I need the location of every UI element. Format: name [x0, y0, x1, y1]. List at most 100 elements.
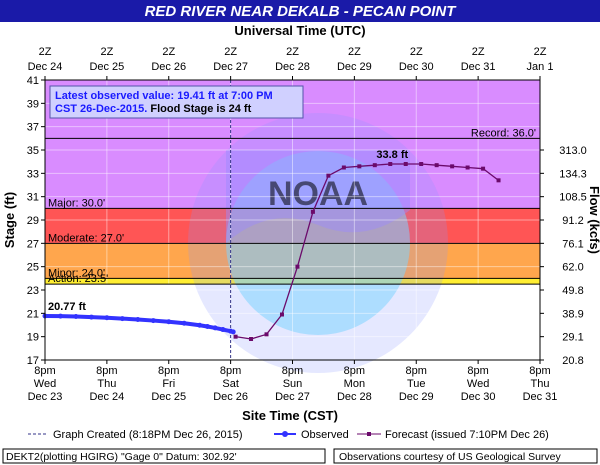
- y-tick-label: 23: [27, 285, 39, 297]
- x-tick-weekday: Wed: [467, 378, 489, 390]
- x-tick-time: 8pm: [96, 365, 117, 377]
- x-tick-weekday: Wed: [34, 378, 56, 390]
- top-tick-time: 2Z: [162, 46, 175, 58]
- x-tick-time: 8pm: [34, 365, 55, 377]
- x-tick-time: 8pm: [282, 365, 303, 377]
- x-tick-time: 8pm: [344, 365, 365, 377]
- data-series: 20.77 ft 33.8 ft: [42, 80, 501, 360]
- observed-point: [181, 320, 187, 326]
- forecast-point: [419, 162, 424, 166]
- legend-graph-created-label: Graph Created (8:18PM Dec 26, 2015): [53, 429, 243, 441]
- x-tick-weekday: Sat: [222, 378, 239, 390]
- top-tick-date: Dec 30: [399, 61, 434, 73]
- forecast-point: [388, 162, 393, 166]
- forecast-point: [372, 163, 377, 168]
- latest-observed-date: CST 26-Dec-2015.: [55, 103, 147, 115]
- x-tick-time: 8pm: [220, 365, 241, 377]
- forecast-point: [233, 334, 238, 339]
- top-tick-date: Dec 31: [461, 61, 496, 73]
- bottom-axis-title: Site Time (CST): [242, 408, 338, 423]
- legend: Graph Created (8:18PM Dec 26, 2015) Obse…: [28, 429, 549, 441]
- top-tick-time: 2Z: [39, 46, 52, 58]
- x-tick-weekday: Thu: [531, 378, 550, 390]
- flow-tick-label: 134.3: [559, 168, 587, 180]
- crest-label: 33.8 ft: [376, 149, 408, 161]
- top-tick-time: 2Z: [534, 46, 547, 58]
- top-tick-date: Dec 26: [151, 61, 186, 73]
- y-tick-label: 27: [27, 238, 39, 250]
- y-tick-label: 31: [27, 192, 39, 204]
- footer-datum-box: [2, 448, 326, 464]
- flow-tick-label: 91.2: [562, 215, 583, 227]
- x-tick-date: Dec 28: [337, 391, 372, 403]
- y-tick-label: 37: [27, 122, 39, 134]
- observed-point: [230, 329, 236, 335]
- y-tick-label: 41: [27, 75, 39, 87]
- observed-point: [220, 327, 226, 333]
- x-tick-weekday: Fri: [162, 378, 175, 390]
- observed-point: [166, 319, 172, 325]
- title-bar: [0, 0, 600, 22]
- top-tick-date: Dec 28: [275, 61, 310, 73]
- y-tick-label: 29: [27, 215, 39, 227]
- top-tick-date: Jan 1: [527, 61, 554, 73]
- x-tick-time: 8pm: [529, 365, 550, 377]
- forecast-series-line: [235, 163, 499, 340]
- top-tick-time: 2Z: [410, 46, 423, 58]
- level-label-action: Action: 23.5': [48, 273, 108, 285]
- y-tick-label: 21: [27, 308, 39, 320]
- watermark-noaa-text: NOAA: [268, 175, 368, 213]
- flow-tick-label: 76.1: [562, 238, 583, 250]
- level-label-major: Major: 30.0': [48, 197, 105, 209]
- top-tick-time: 2Z: [224, 46, 237, 58]
- forecast-point: [357, 164, 362, 169]
- forecast-point: [279, 312, 284, 317]
- x-tick-date: Dec 27: [275, 391, 310, 403]
- flood-stage-text: Flood Stage is 24 ft: [147, 103, 251, 115]
- y-tick-label: 39: [27, 98, 39, 110]
- flow-tick-label: 29.1: [562, 332, 583, 344]
- observed-point: [73, 313, 79, 319]
- observed-point: [135, 317, 141, 323]
- footer-datum: DEKT2(plotting HGIRG) "Gage 0" Datum: 30…: [6, 451, 237, 463]
- top-tick-time: 2Z: [100, 46, 113, 58]
- top-tick-date: Dec 25: [89, 61, 124, 73]
- forecast-point: [264, 332, 269, 337]
- level-label-record: Record: 36.0': [471, 127, 536, 139]
- x-tick-time: 8pm: [406, 365, 427, 377]
- forecast-point: [310, 209, 315, 214]
- x-tick-date: Dec 30: [461, 391, 496, 403]
- observed-point: [88, 314, 94, 320]
- forecast-point: [450, 164, 455, 169]
- x-tick-date: Dec 24: [89, 391, 124, 403]
- flow-tick-label: 49.8: [562, 285, 583, 297]
- y-axis-title-right: Flow (kcfs): [587, 186, 600, 254]
- top-tick-time: 2Z: [286, 46, 299, 58]
- forecast-point: [249, 337, 254, 341]
- x-tick-date: Dec 23: [28, 391, 63, 403]
- y-tick-label: 33: [27, 168, 39, 180]
- legend-observed-label: Observed: [301, 429, 349, 441]
- observed-point: [212, 325, 218, 331]
- axes: 17 19 21 23 25 27 29 31 33 35 37 39 41 20.8 29.1 38.9 49…: [27, 46, 587, 403]
- x-tick-date: Dec 29: [399, 391, 434, 403]
- y-tick-label: 19: [27, 332, 39, 344]
- forecast-point: [434, 163, 439, 168]
- footer-courtesy-box: [333, 448, 598, 464]
- x-tick-date: Dec 26: [213, 391, 248, 403]
- flow-tick-label: 313.0: [559, 145, 587, 157]
- forecast-point: [465, 165, 470, 170]
- legend-observed-marker: [282, 431, 288, 437]
- level-label-moderate: Moderate: 27.0': [48, 232, 124, 244]
- observed-point: [197, 322, 203, 328]
- x-tick-date: Dec 31: [523, 391, 558, 403]
- observed-point: [104, 315, 110, 321]
- legend-forecast-label: Forecast (issued 7:10PM Dec 26): [385, 429, 549, 441]
- x-tick-weekday: Thu: [97, 378, 116, 390]
- observed-point: [204, 324, 210, 330]
- flow-tick-label: 20.8: [562, 355, 583, 367]
- x-tick-time: 8pm: [467, 365, 488, 377]
- x-tick-date: Dec 25: [151, 391, 186, 403]
- forecast-point: [326, 173, 331, 178]
